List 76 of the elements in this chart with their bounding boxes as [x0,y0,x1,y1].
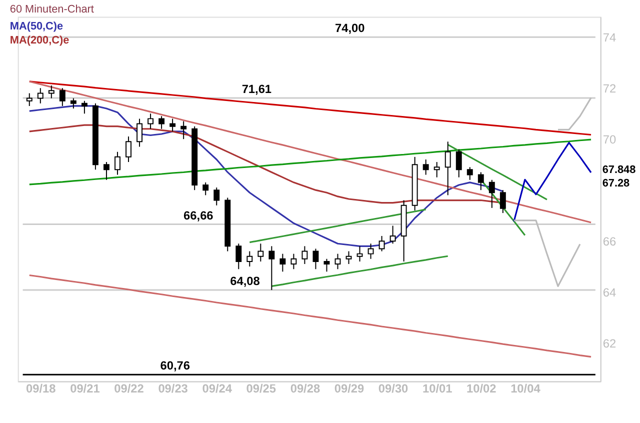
candlestick [324,258,330,272]
line-series [513,142,592,222]
line-series [513,220,581,287]
candlestick [214,187,220,206]
candlestick [378,235,385,252]
line-series [270,255,449,287]
annotation: 64,08 [230,274,260,288]
candlestick [70,98,76,109]
line-series [28,80,592,136]
candlestick [180,120,187,140]
x-tick-label: 09/22 [114,382,144,396]
line-series [28,274,592,358]
candlestick [202,182,209,196]
line-series [248,208,427,244]
candlestick [158,116,165,130]
candlestick [456,148,462,178]
candlestick [390,225,396,244]
y-tick-label: 64 [602,286,616,300]
text: 67.28 [602,178,630,190]
annotation: 60,76 [160,358,190,373]
candlestick [444,141,451,196]
candlestick [136,118,142,148]
candlestick [170,118,176,132]
annotation: 66,66 [184,208,214,222]
chart-title: 60 Minuten-Chart [10,4,94,16]
candlestick [422,158,429,176]
candlestick [466,166,473,180]
text: 67.848 [602,164,636,176]
line-series [28,80,592,224]
x-tick-label: 09/21 [70,382,100,396]
x-tick-label: 09/25 [246,382,276,396]
candlestick [26,92,32,106]
candlestick [48,85,54,99]
x-tick-label: 09/24 [202,382,232,396]
candlestick [368,243,374,260]
candlestick [126,136,132,163]
candlestick [268,246,275,291]
candlestick [488,179,495,208]
candlestick [81,100,88,114]
annotation: 71,61 [242,82,272,96]
candlestick [478,172,484,191]
candlestick [236,243,242,270]
candlestick [148,113,154,130]
x-tick-label: 09/28 [290,382,320,396]
x-tick-label: 10/04 [510,382,541,396]
candlestick [114,151,120,176]
line-series [28,138,592,186]
candlestick [59,88,66,106]
candlestick [246,250,253,268]
candlestick [312,248,319,270]
annotation: 74,00 [335,21,366,36]
candlestick [334,253,341,270]
candlestick [500,190,506,214]
x-tick-label: 10/02 [466,382,497,396]
y-tick-label: 72 [602,82,616,96]
x-tick-label: 09/18 [26,382,56,396]
candlestick [302,246,308,265]
candlestick [346,250,352,265]
x-tick-label: 09/29 [334,382,364,396]
candlestick [258,243,264,262]
line-series [447,144,548,200]
y-tick-label: 70 [602,132,616,147]
x-tick-label: 10/01 [422,382,453,396]
text: MA(200,C)e [10,34,70,46]
candlestick [104,162,110,180]
candlestick [356,246,363,262]
candlestick [37,88,44,104]
candlestick [280,253,286,272]
x-tick-label: 09/23 [158,382,188,396]
candlestick [290,253,297,270]
candlestick [434,162,440,178]
y-tick-label: 74 [602,30,616,45]
y-tick-label: 66 [602,234,616,249]
x-tick-label: 09/30 [378,382,409,396]
text: MA(50,C)e [10,20,64,33]
y-tick-label: 62 [602,336,616,351]
